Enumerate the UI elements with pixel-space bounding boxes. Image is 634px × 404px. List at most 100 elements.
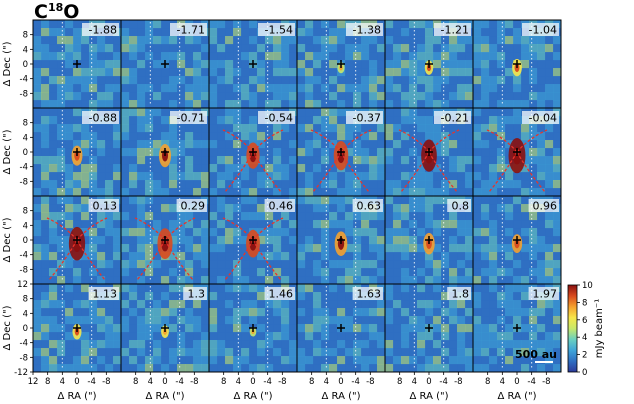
emission-pixel [209, 292, 218, 301]
emission-pixel [529, 164, 538, 173]
emission-pixel [457, 252, 466, 261]
emission-pixel [489, 132, 498, 141]
emission-pixel [425, 188, 434, 197]
emission-pixel [537, 300, 546, 309]
emission-pixel [273, 76, 282, 85]
emission-pixel [353, 308, 362, 317]
emission-pixel [97, 316, 106, 325]
velocity-label: 0.63 [357, 200, 382, 213]
channel-panel: 1.97 [472, 283, 562, 373]
emission-pixel [121, 124, 130, 133]
emission-pixel [57, 220, 66, 229]
emission-pixel [321, 268, 330, 277]
emission-pixel [401, 204, 410, 213]
velocity-label: 0.13 [93, 200, 118, 213]
emission-pixel [249, 132, 258, 141]
emission-pixel [145, 20, 154, 29]
emission-pixel [73, 348, 82, 357]
emission-pixel [209, 196, 218, 205]
emission-pixel [169, 308, 178, 317]
emission-pixel [321, 84, 330, 93]
emission-pixel [353, 36, 362, 45]
emission-pixel [281, 156, 290, 165]
emission-pixel [33, 44, 42, 53]
emission-pixel [153, 204, 162, 213]
emission-pixel [513, 332, 522, 341]
emission-pixel [281, 212, 290, 221]
emission-pixel [33, 188, 42, 197]
emission-pixel [89, 308, 98, 317]
emission-pixel [105, 76, 114, 85]
emission-pixel [401, 76, 410, 85]
emission-pixel [513, 92, 522, 101]
emission-pixel [281, 364, 290, 373]
emission-pixel [345, 148, 354, 157]
emission-pixel [33, 260, 42, 269]
emission-pixel [417, 44, 426, 53]
emission-pixel [489, 92, 498, 101]
emission-pixel [65, 100, 74, 109]
emission-pixel [241, 188, 250, 197]
velocity-label-background [176, 199, 207, 212]
emission-pixel [345, 60, 354, 69]
emission-pixel [185, 68, 194, 77]
emission-pixel [433, 132, 442, 141]
emission-pixel [473, 36, 482, 45]
emission-pixel [217, 220, 226, 229]
emission-pixel [89, 260, 98, 269]
emission-pixel [521, 172, 530, 181]
emission-pixel [297, 156, 306, 165]
emission-pixel [393, 300, 402, 309]
emission-pixel [481, 100, 490, 109]
emission-pixel [121, 140, 130, 149]
emission-pixel [497, 148, 506, 157]
emission-pixel [305, 84, 314, 93]
emission-pixel [393, 244, 402, 253]
emission-pixel [505, 84, 514, 93]
emission-pixel [201, 52, 210, 61]
emission-pixel [449, 340, 458, 349]
emission-pixel [481, 76, 490, 85]
emission-pixel [529, 332, 538, 341]
emission-pixel [529, 60, 538, 69]
velocity-label-background [352, 287, 383, 300]
velocity-label: 1.3 [188, 288, 206, 301]
emission-pixel [105, 188, 114, 197]
x-tick-label: 12 [28, 377, 39, 387]
emission-pixel [41, 220, 50, 229]
emission-pixel [505, 124, 514, 133]
emission-pixel [505, 284, 514, 293]
source-marker [249, 148, 257, 156]
emission-pixel [49, 348, 58, 357]
emission-pixel [529, 84, 538, 93]
emission-pixel [289, 140, 298, 149]
emission-pixel [65, 164, 74, 173]
emission-pixel [313, 172, 322, 181]
emission-pixel [393, 68, 402, 77]
emission-pixel [505, 332, 514, 341]
emission-pixel [89, 44, 98, 53]
emission-pixel [513, 364, 522, 373]
emission-pixel [113, 356, 122, 365]
emission-pixel [289, 100, 298, 109]
emission-pixel [393, 28, 402, 37]
emission-pixel [321, 276, 330, 285]
emission-pixel [377, 180, 386, 189]
emission-pixel [305, 44, 314, 53]
emission-pixel [217, 68, 226, 77]
emission-pixel [361, 76, 370, 85]
emission-pixel [145, 132, 154, 141]
channel-panel: -0.04 [472, 107, 562, 197]
emission-pixel [169, 44, 178, 53]
emission-pixel [545, 236, 554, 245]
emission-pixel [505, 292, 514, 301]
emission-pixel [241, 124, 250, 133]
emission-pixel [457, 132, 466, 141]
emission-pixel [385, 124, 394, 133]
emission-pixel [385, 196, 394, 205]
emission-pixel [417, 92, 426, 101]
emission-pixel [305, 172, 314, 181]
emission-pixel [481, 68, 490, 77]
velocity-label-background [258, 23, 295, 36]
emission-pixel [297, 164, 306, 173]
